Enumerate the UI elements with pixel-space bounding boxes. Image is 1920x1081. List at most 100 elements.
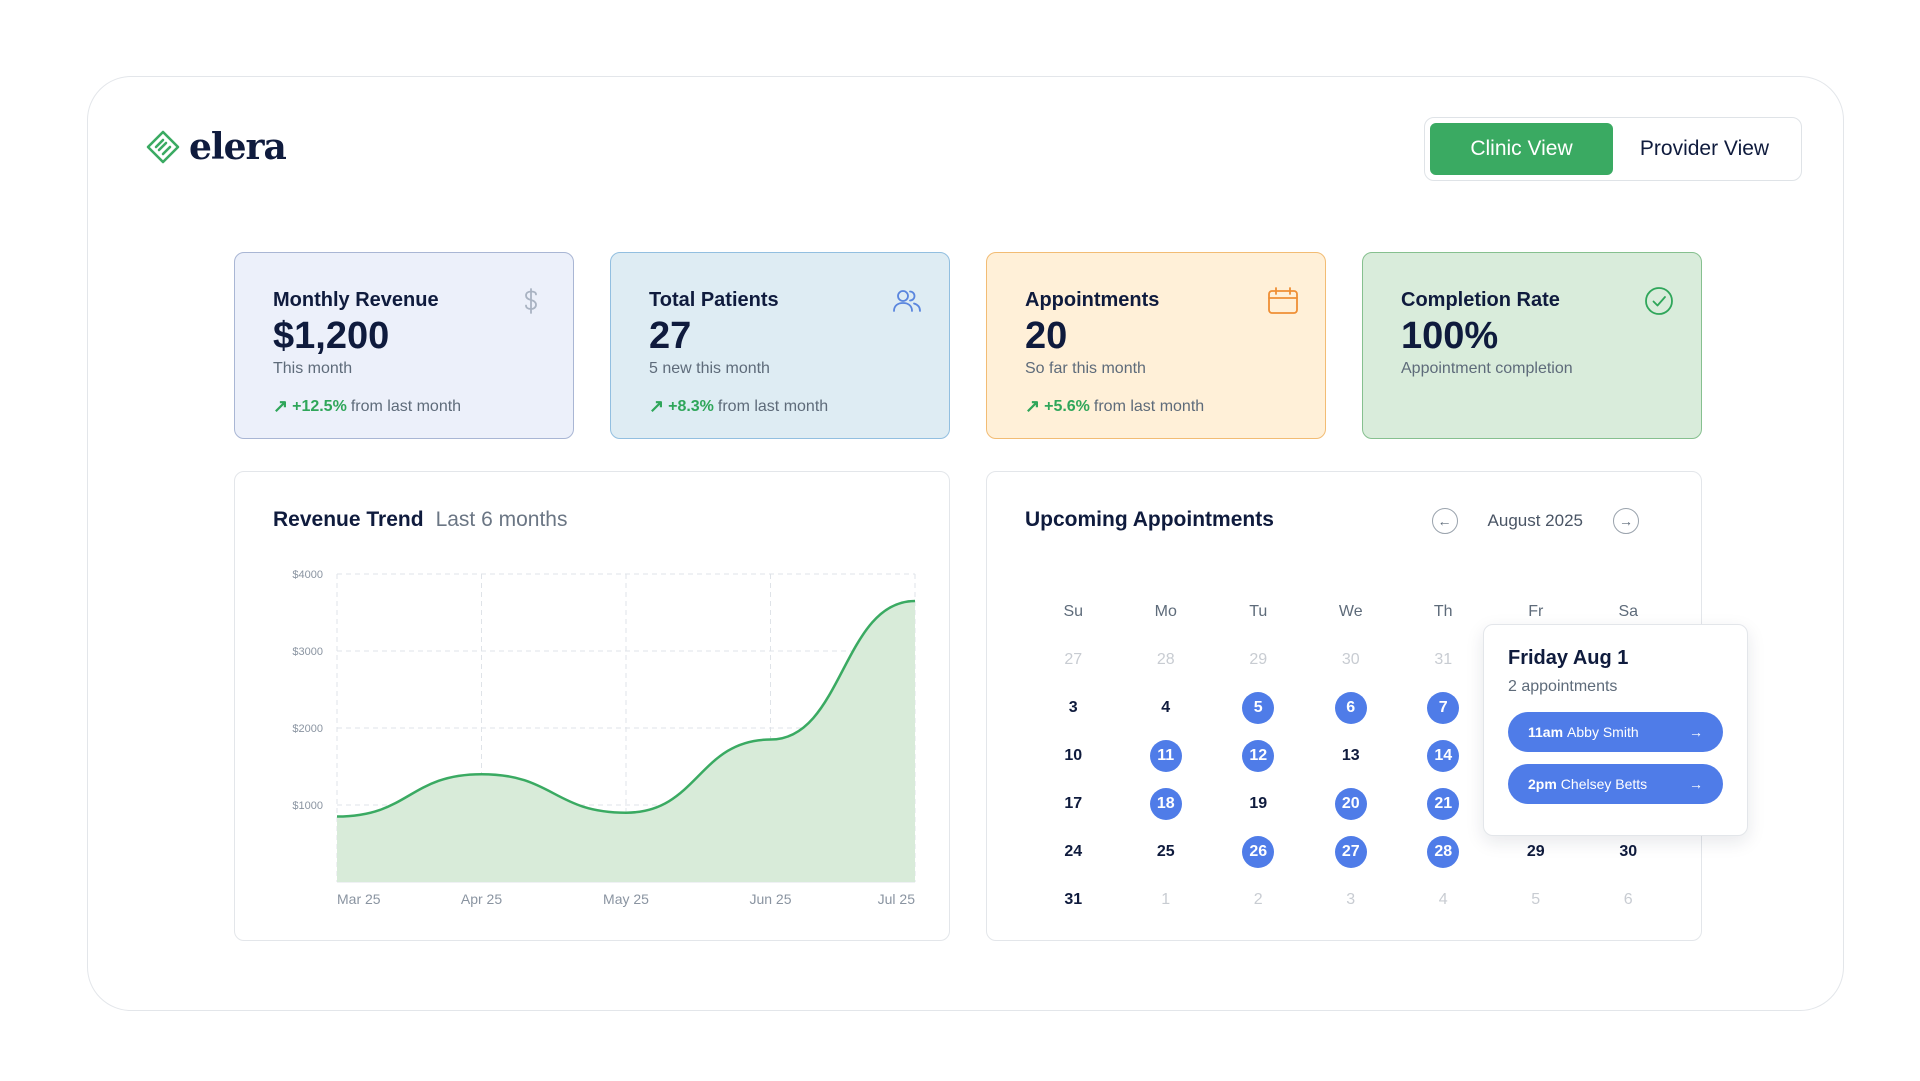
calendar-day[interactable]: 4	[1397, 884, 1490, 916]
calendar-day[interactable]: 3	[1305, 884, 1398, 916]
calendar-week-row: 10111213141516	[1027, 732, 1675, 780]
calendar-day[interactable]: 17	[1027, 788, 1120, 820]
total-patients-card: Total Patients 27 5 new this month ↗ +8.…	[610, 252, 950, 439]
day-number: 26	[1242, 836, 1275, 868]
calendar-day[interactable]: 24	[1027, 836, 1120, 868]
weekday-label: Tu	[1249, 603, 1268, 620]
monthly-revenue-card: Monthly Revenue $1,200 This month ↗ +12.…	[234, 252, 574, 439]
month-navigator: ← August 2025 →	[1431, 508, 1639, 534]
calendar-day-booked[interactable]: 6	[1305, 692, 1398, 724]
weekday-label: Fr	[1528, 603, 1544, 620]
view-toggle: Clinic View Provider View	[1424, 117, 1802, 181]
calendar-day[interactable]: 28	[1120, 644, 1213, 676]
calendar-day[interactable]: 6	[1582, 884, 1675, 916]
arrow-right-icon: →	[1689, 776, 1703, 792]
calendar-day-booked[interactable]: 11	[1120, 740, 1213, 772]
appointment-button[interactable]: 11am Abby Smith →	[1508, 712, 1723, 752]
brand-logo[interactable]: elera	[145, 126, 287, 168]
trend-text: from last month	[1093, 397, 1205, 415]
calendar-day[interactable]: 31	[1027, 884, 1120, 916]
day-number: 3	[1068, 699, 1078, 716]
stat-subtitle: Appointment completion	[1401, 360, 1573, 377]
weekday-label: Th	[1433, 603, 1453, 620]
calendar-icon	[1268, 287, 1298, 314]
calendar-day-booked[interactable]: 12	[1212, 740, 1305, 772]
calendar-day[interactable]: 10	[1027, 740, 1120, 772]
calendar-day[interactable]: 4	[1120, 692, 1213, 724]
day-number: 20	[1334, 788, 1367, 820]
calendar-day[interactable]: 3	[1027, 692, 1120, 724]
calendar-day-booked[interactable]: 5	[1212, 692, 1305, 724]
calendar-day-booked[interactable]: 28	[1397, 836, 1490, 868]
day-number: 27	[1064, 651, 1083, 668]
weekday-label: We	[1338, 603, 1363, 620]
y-tick-label: $3000	[292, 646, 323, 658]
day-number: 6	[1334, 692, 1367, 724]
appointment-label: 11am Abby Smith	[1528, 724, 1639, 740]
day-number: 14	[1427, 740, 1460, 772]
revenue-chart: $1000 $2000 $3000 $4000 Mar 25 Apr 25 May 25 Ju…	[292, 569, 916, 907]
calendar-day[interactable]: 1	[1120, 884, 1213, 916]
calendar-day-booked[interactable]: 7	[1397, 692, 1490, 724]
day-number: 6	[1623, 891, 1633, 908]
y-tick-label: $1000	[292, 800, 323, 812]
day-number: 28	[1156, 651, 1175, 668]
trend-text: from last month	[717, 397, 829, 415]
stat-trend: ↗ +5.6% from last month	[1025, 396, 1287, 417]
y-tick-label: $2000	[292, 723, 323, 735]
calendar-day[interactable]: 19	[1212, 788, 1305, 820]
popover-count: 2 appointments	[1508, 678, 1618, 695]
day-number: 29	[1249, 651, 1268, 668]
prev-month-icon[interactable]: ←	[1431, 508, 1458, 534]
day-number: 27	[1334, 836, 1367, 868]
calendar-day-booked[interactable]: 14	[1397, 740, 1490, 772]
day-number: 3	[1346, 891, 1356, 908]
appointment-name: Chelsey Betts	[1560, 776, 1648, 792]
calendar-day[interactable]: 13	[1305, 740, 1398, 772]
trend-up-icon: ↗	[649, 396, 665, 416]
stat-trend: ↗ +8.3% from last month	[649, 396, 911, 417]
calendar-day[interactable]: 31	[1397, 644, 1490, 676]
revenue-trend-title: Revenue Trend Last 6 months	[273, 508, 567, 532]
appointment-button[interactable]: 2pm Chelsey Betts →	[1508, 764, 1723, 804]
calendar-day[interactable]: 2	[1212, 884, 1305, 916]
revenue-line	[336, 599, 916, 818]
calendar-grid: SuMoTuWeThFrSa27282930311234567891011121…	[1027, 588, 1675, 924]
clinic-view-button[interactable]: Clinic View	[1430, 123, 1613, 175]
calendar-day[interactable]: 5	[1490, 884, 1583, 916]
day-number: 28	[1427, 836, 1460, 868]
weekday-label: Su	[1063, 603, 1084, 620]
calendar-week-row: 31 1 2 3 4 5 6	[1027, 876, 1675, 924]
stat-subtitle: This month	[273, 360, 353, 377]
day-number: 31	[1064, 891, 1083, 908]
calendar-day[interactable]: 27	[1027, 644, 1120, 676]
calendar-day-booked[interactable]: 18	[1120, 788, 1213, 820]
x-tick-label: Mar 25	[337, 891, 381, 907]
provider-view-button[interactable]: Provider View	[1639, 137, 1770, 160]
calendar-day[interactable]: 30	[1582, 836, 1675, 868]
calendar-day[interactable]: 29	[1490, 836, 1583, 868]
day-number: 18	[1149, 788, 1182, 820]
day-number: 10	[1064, 747, 1083, 764]
stat-value: 27	[649, 315, 692, 357]
stat-title: Completion Rate	[1401, 289, 1560, 311]
popover-date: Friday Aug 1	[1508, 647, 1629, 669]
check-circle-icon	[1645, 287, 1673, 315]
calendar-day-booked[interactable]: 26	[1212, 836, 1305, 868]
trend-up-icon: ↗	[273, 396, 289, 416]
next-month-icon[interactable]: →	[1613, 508, 1639, 534]
calendar-day[interactable]: 25	[1120, 836, 1213, 868]
calendar-week-row: 17181920212223	[1027, 780, 1675, 828]
calendar-day-booked[interactable]: 27	[1305, 836, 1398, 868]
day-number: 4	[1161, 699, 1171, 716]
calendar-day[interactable]: 30	[1305, 644, 1398, 676]
stat-value: 20	[1025, 315, 1068, 357]
x-tick-label: Apr 25	[461, 891, 502, 907]
trend-up-icon: ↗	[1025, 396, 1041, 416]
calendar-day-booked[interactable]: 21	[1397, 788, 1490, 820]
day-number: 7	[1427, 692, 1460, 724]
calendar-day-booked[interactable]: 20	[1305, 788, 1398, 820]
stat-title: Appointments	[1025, 289, 1160, 311]
weekday-label: Mo	[1154, 603, 1177, 620]
calendar-day[interactable]: 29	[1212, 644, 1305, 676]
